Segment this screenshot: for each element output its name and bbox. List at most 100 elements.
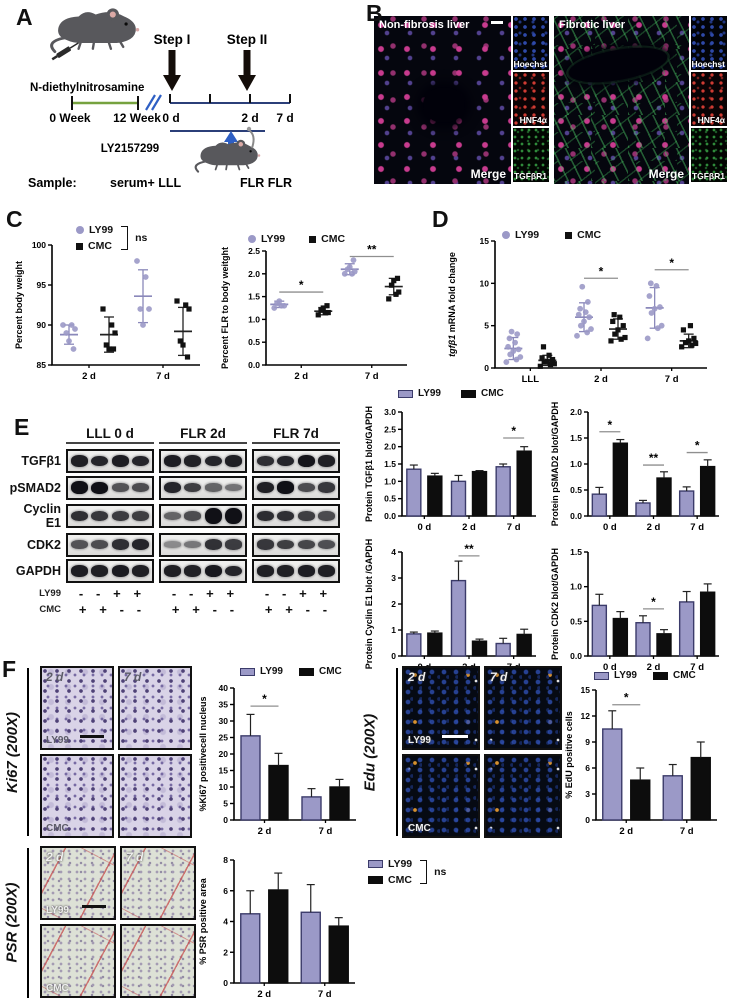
sample-serum-lll-label: serum+ LLL [110,176,182,190]
ki67-image-cmc-7d [118,754,192,838]
blot-band [131,539,149,550]
tgfbr1-image: TGFβR1 [691,128,727,182]
chart-ki67: 0 5 10 15 20 25 30 35 40 %Ki67 positivecell nucle… [196,664,368,840]
cmc-swatch-icon [652,671,668,680]
day-label: 7 d [490,670,508,684]
svg-text:*: * [607,418,612,432]
sign-group: - - + + [264,585,328,601]
blot-band [257,565,275,577]
svg-text:1.0: 1.0 [570,459,582,469]
ns-label: ns [135,232,148,244]
svg-text:2 d: 2 d [258,826,272,837]
gavage-arrow-icon [224,131,238,155]
svg-text:Percent body weight: Percent body weight [14,261,24,349]
day2-label: 2 d [241,111,258,125]
cmc-label: CMC [388,874,412,886]
hoechst-image: Hoechst [513,16,549,70]
psr-image-ly99-7d: 7 d [120,846,196,920]
c_left-svg: 85 90 95 100 Percent body weight 2 d 7 d [14,240,200,382]
chart-edu: 0 3 6 9 12 15 % EdU positive cells 2 d 7 d * [562,664,729,840]
fibrotic-side-column: Hoechst HNF4α TGFβR1 [691,16,727,184]
blot-box [66,449,154,473]
blot-band [184,540,202,549]
blot-band [91,455,109,467]
svg-text:2.0: 2.0 [570,407,582,417]
chart-cdk2-blot: 0.0 0.5 1.0 1.5 Protein CDK2 blot/GAPDH 0 d 2 … [548,538,729,676]
ly99-marker-icon [76,226,84,234]
svg-text:*: * [651,595,656,609]
ki67-section-label: Ki67 (200X) [3,711,21,793]
panel-d-letter: D [432,206,449,232]
svg-text:0: 0 [391,651,396,661]
hoechst-label: Hoechst [513,59,547,69]
day-label: 7 d [124,670,142,684]
cmc-marker-icon [309,235,317,243]
blot-box [159,504,247,528]
legend-western: LY99 CMC [398,388,504,399]
tgfbr1-label: TGFβR1 [691,171,725,181]
vessel-blob [565,41,670,89]
merge-label: Merge [648,167,684,181]
svg-text:0 d: 0 d [603,522,617,533]
hnf4a-label: HNF4α [519,115,547,125]
day0-label: 0 d [162,111,179,125]
svg-text:40: 40 [219,683,229,693]
psr-image-cmc-2d: CMC [40,924,116,998]
svg-text:**: ** [649,451,659,465]
svg-text:0.0: 0.0 [570,511,582,521]
svg-text:0: 0 [223,815,228,825]
ly99-label: LY99 [515,229,540,241]
day-label: 7 d [126,850,144,864]
ly99-label: LY99 [89,224,114,236]
blot-band [131,511,149,521]
bracket-icon [420,860,428,884]
hoechst-label: Hoechst [691,59,725,69]
blot-band [297,482,315,493]
blot-box [252,532,340,557]
blot-band [164,565,182,577]
blot-band [111,510,129,522]
sign-group: - - + + [171,585,235,601]
legend-edu: LY99 CMC [594,670,696,681]
svg-text:Protein CDK2 blot/GAPDH: Protein CDK2 blot/GAPDH [550,548,560,660]
svg-text:0.5: 0.5 [570,485,582,495]
tgfbr1-label: TGFβR1 [513,171,547,181]
svg-text:10: 10 [219,782,229,792]
blot-band [91,539,109,550]
legend-body-weight: LY99 CMC ns [76,224,147,252]
step1-label: Step I [154,32,191,47]
svg-text:0: 0 [585,815,590,825]
chart-tgfb1-blot: 0.0 0.5 1.0 1.5 2.0 2.5 3.0 Protein TGFβ1 blot/… [362,398,546,536]
svg-text:30: 30 [219,716,229,726]
svg-text:2 d: 2 d [647,522,661,533]
cmc-swatch-icon [298,667,314,676]
cmc-swatch-icon [460,389,476,398]
fibrotic-merge-image: Fibrotic liver Merge [554,16,689,184]
svg-text:*: * [624,691,629,705]
svg-text:2 d: 2 d [82,371,96,382]
syringe-icon [51,42,79,61]
ki67-image-ly99-7d: 7 d [118,666,192,750]
svg-text:9: 9 [585,737,590,747]
blot-box [159,532,247,557]
svg-text:1.5: 1.5 [570,433,582,443]
sign-group: + + - - [264,601,328,617]
blot-band [224,565,242,577]
panel-a-schematic: N-diethylnitrosamine 0 Week 12 Week 0 d … [28,6,294,190]
legend-flr: LY99 CMC [248,233,345,245]
svg-text:7 d: 7 d [690,522,704,533]
svg-text:5: 5 [484,321,489,331]
divider [27,668,29,836]
svg-text:2.0: 2.0 [384,442,396,452]
legend-ki67: LY99 CMC [240,666,342,677]
svg-text:6: 6 [585,763,590,773]
panel-b: B Non-fibrosis liver Merge Hoechst HNF4α… [360,0,729,205]
blot-band [257,510,275,522]
svg-text:7 d: 7 d [156,371,170,382]
blot-box [159,449,247,473]
blot-band [91,510,109,522]
svg-text:3: 3 [391,573,396,583]
svg-text:1: 1 [391,625,396,635]
